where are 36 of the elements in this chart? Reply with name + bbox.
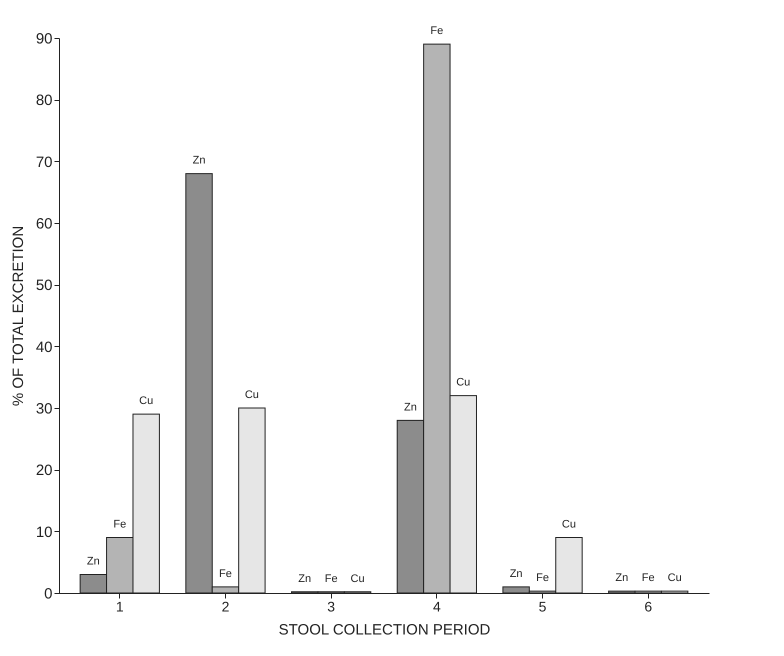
text: Cu: [668, 572, 682, 584]
y-tick-label: 0: [44, 586, 52, 602]
text: Cu: [244, 389, 259, 401]
y-tick-label: 50: [36, 277, 52, 294]
x-tick-label: 2: [222, 598, 230, 614]
text: Zn: [510, 568, 523, 580]
y-tick-label: 60: [36, 216, 52, 232]
y-tick-label: 80: [36, 92, 52, 110]
series-label: Zn: [86, 556, 100, 568]
x-tick-label: 6: [644, 598, 652, 614]
y-tick-label: 40: [36, 338, 52, 356]
text: Fe: [324, 572, 338, 585]
x-axis-title: STOOL COLLECTION PERIOD: [278, 622, 491, 638]
text: Cu: [456, 376, 470, 389]
text: Cu: [350, 572, 365, 585]
y-tick-label: 20: [36, 462, 52, 480]
text: Fe: [536, 572, 549, 584]
series-label: Cu: [139, 395, 154, 408]
text: Zn: [404, 401, 417, 414]
text: Fe: [642, 572, 655, 584]
x-tick-label: 1: [116, 598, 124, 614]
text: Fe: [430, 25, 444, 38]
text: Zn: [298, 572, 312, 585]
text: Zn: [192, 154, 206, 167]
x-tick-label: 5: [538, 598, 547, 614]
y-axis-title: % OF TOTAL EXCRETION: [10, 226, 27, 406]
y-tick-label: 70: [36, 154, 52, 171]
series-label: Fe: [113, 518, 126, 530]
text: Fe: [219, 568, 232, 580]
x-tick-label: 3: [327, 598, 336, 614]
y-tick-label: 10: [36, 524, 52, 541]
text: Zn: [615, 572, 628, 584]
y-tick-label: 30: [36, 400, 52, 418]
y-tick-label: 90: [36, 30, 52, 48]
text: Cu: [562, 518, 576, 530]
x-tick-label: 4: [432, 598, 441, 614]
